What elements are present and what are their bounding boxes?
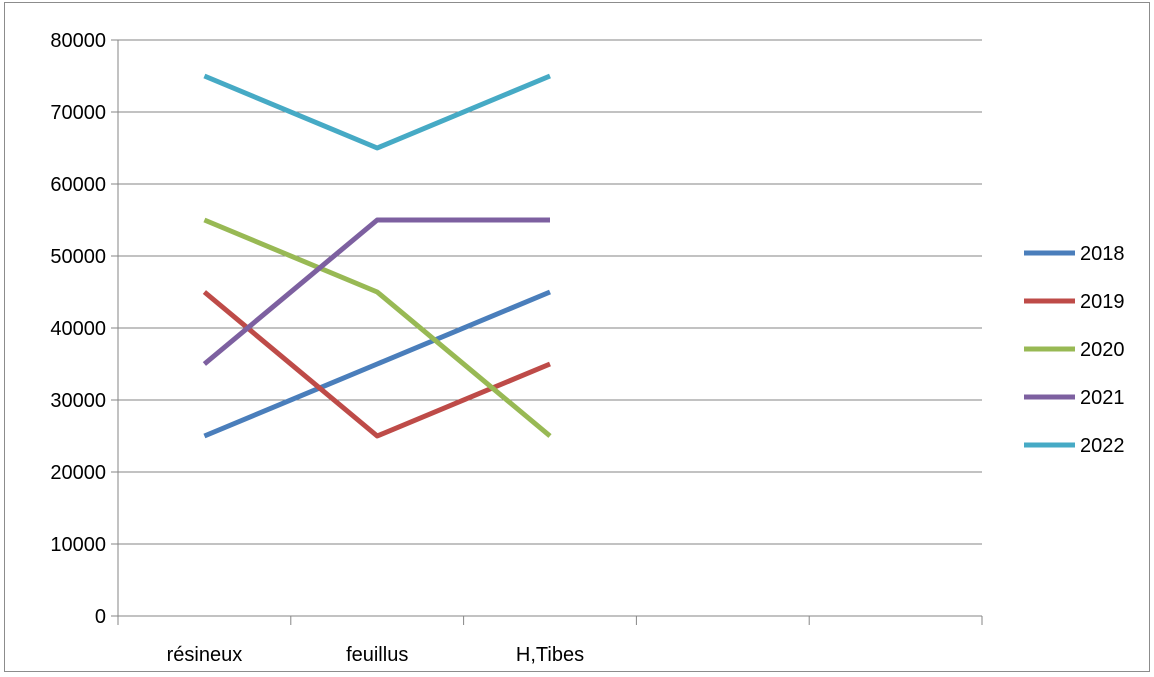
legend-label: 2020 <box>1080 339 1125 361</box>
series-lines <box>202 73 552 439</box>
legend: 2018 2019 2020 2021 2022 <box>1024 243 1125 457</box>
chart-frame <box>4 2 1150 672</box>
series-line-2018 <box>203 289 551 439</box>
x-tick-label: feuillus <box>346 644 408 666</box>
y-tick-label: 30000 <box>50 390 106 412</box>
series-line-2022 <box>203 73 551 151</box>
legend-label: 2019 <box>1080 291 1125 313</box>
axes: 0 10000 20000 30000 40000 50000 60000 70000 8000… <box>50 30 983 666</box>
series-line-2020 <box>203 217 552 438</box>
legend-label: 2018 <box>1080 243 1125 265</box>
series-line-2021 <box>202 217 550 366</box>
legend-label: 2022 <box>1080 435 1125 457</box>
y-tick-label: 70000 <box>50 102 106 124</box>
y-tick-label: 0 <box>95 606 106 628</box>
y-tick-label: 40000 <box>50 318 106 340</box>
x-tick-label: résineux <box>167 644 243 666</box>
y-tick-label: 80000 <box>50 30 106 52</box>
y-tick-label: 10000 <box>50 534 106 556</box>
y-tick-label: 60000 <box>50 174 106 196</box>
y-tick-label: 20000 <box>50 462 106 484</box>
legend-label: 2021 <box>1080 387 1125 409</box>
x-tick-label: H,Tibes <box>516 644 584 666</box>
y-tick-label: 50000 <box>50 246 106 268</box>
